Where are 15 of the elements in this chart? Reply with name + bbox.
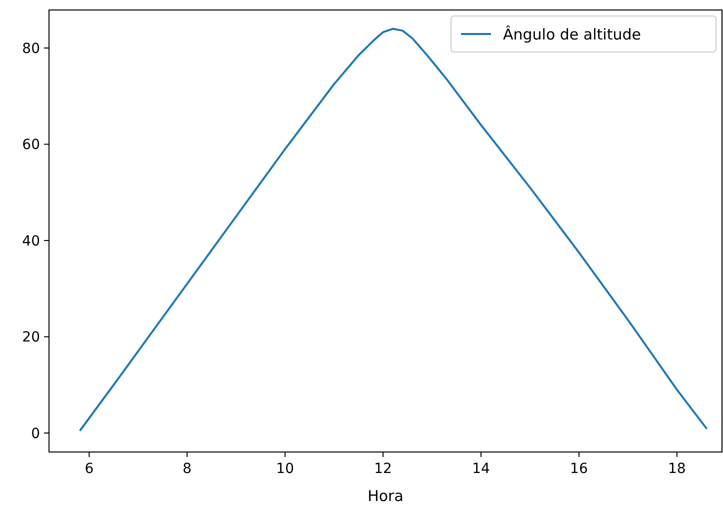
x-tick-label: 16	[570, 461, 588, 477]
x-tick-label: 14	[472, 461, 490, 477]
x-tick-label: 8	[182, 461, 192, 477]
y-tick-label: 80	[22, 40, 40, 57]
y-tick-label: 40	[22, 233, 40, 250]
y-tick-label: 20	[22, 330, 40, 346]
x-tick-label: 6	[84, 461, 94, 477]
y-tick-label: 0	[31, 426, 40, 442]
y-tick-label: 60	[22, 137, 40, 154]
x-tick-label: 10	[276, 461, 294, 477]
x-axis-title: Hora	[368, 487, 404, 505]
x-tick-label: 12	[374, 461, 392, 477]
line-series	[79, 28, 708, 432]
x-tick-label: 18	[668, 461, 686, 477]
legend-label: Ângulo de altitude	[503, 25, 641, 44]
